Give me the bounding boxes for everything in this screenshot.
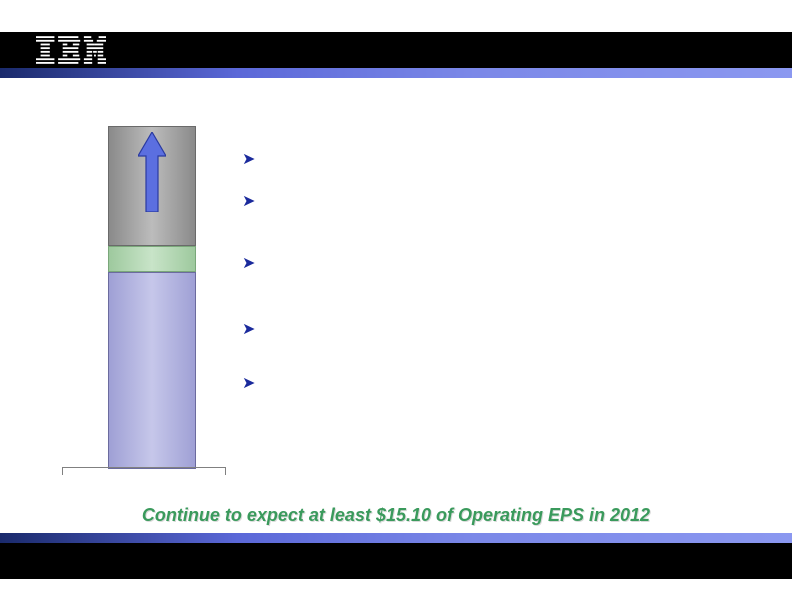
chevron-icon: ➤ — [242, 192, 255, 212]
chart-axis — [62, 467, 226, 475]
bullet-item: ➤ — [242, 150, 722, 170]
header-blue-bar — [0, 68, 792, 78]
up-arrow-icon — [138, 132, 166, 212]
bullet-item: ➤ — [242, 192, 722, 212]
bullet-item: ➤ — [242, 374, 722, 394]
ibm-logo — [36, 36, 106, 64]
footer-blue-bar — [0, 533, 792, 543]
bullet-item: ➤ — [242, 320, 722, 340]
chevron-icon: ➤ — [242, 320, 255, 340]
chevron-icon: ➤ — [242, 374, 255, 394]
chevron-icon: ➤ — [242, 254, 255, 274]
stacked-bar-chart — [78, 118, 226, 475]
footer-black-band — [0, 543, 792, 579]
bar-segment-base — [108, 272, 196, 469]
chevron-icon: ➤ — [242, 150, 255, 170]
header-black-band — [0, 32, 792, 68]
tagline-text: Continue to expect at least $15.10 of Op… — [0, 505, 792, 526]
bullet-item: ➤ — [242, 254, 722, 274]
bullet-list: ➤ ➤ ➤ ➤ ➤ — [242, 150, 722, 416]
bar-segment-mid — [108, 246, 196, 272]
